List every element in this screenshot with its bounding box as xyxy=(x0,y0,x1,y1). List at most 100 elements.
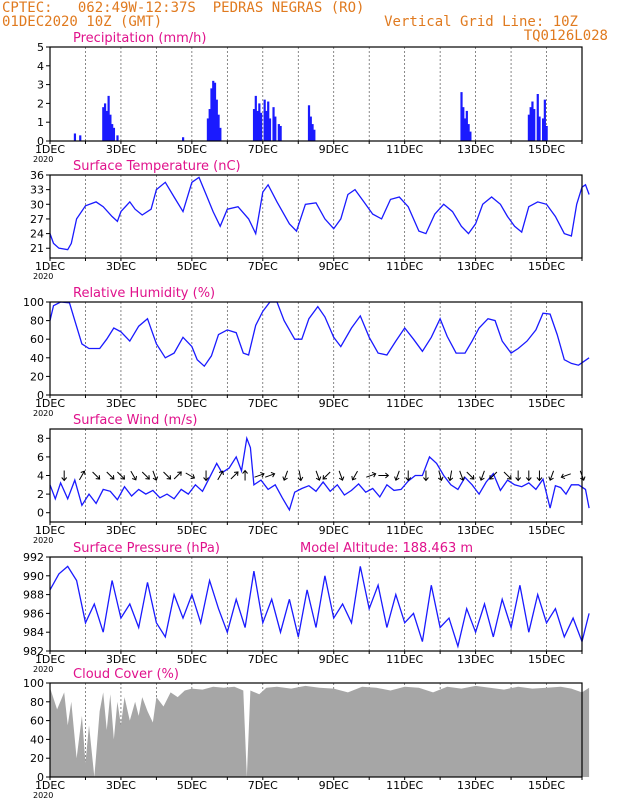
precip-bar xyxy=(277,124,280,141)
wind-direction-arrow xyxy=(315,470,322,481)
precip-bar xyxy=(217,114,220,141)
wind-direction-arrow xyxy=(338,470,345,481)
wind-direction-arrow xyxy=(203,470,209,482)
precip-bar xyxy=(527,114,530,141)
rh-x-tick-label: 13DEC xyxy=(457,397,494,410)
precip-bar xyxy=(252,109,256,141)
rh-y-tick-label: 60 xyxy=(30,333,44,346)
wind-direction-arrow xyxy=(322,471,331,480)
pressure-x-tick-label: 11DEC xyxy=(386,653,423,666)
precip-title: Precipitation (mm/h) xyxy=(73,31,206,46)
temp-y-tick-label: 33 xyxy=(30,184,44,197)
cloud-x-tick-label: 3DEC xyxy=(106,779,136,792)
precip-x-tick-label: 15DEC xyxy=(528,143,565,156)
wind-direction-arrow xyxy=(479,470,485,481)
wind-direction-arrow xyxy=(265,471,276,478)
rh-y-tick-label: 20 xyxy=(30,370,44,383)
rh-x-tick-label: 1DEC xyxy=(35,397,65,410)
pressure-line xyxy=(49,565,590,649)
wind-direction-arrow xyxy=(242,469,248,481)
pressure-title: Surface Pressure (hPa) xyxy=(73,541,220,556)
wind-direction-arrow xyxy=(466,471,475,480)
wind-direction-arrow xyxy=(351,470,358,481)
rh-y-tick-label: 100 xyxy=(23,296,44,309)
wind-direction-arrow xyxy=(366,471,377,478)
pressure-x-tick-label: 1DEC xyxy=(35,653,65,666)
wind-direction-arrow xyxy=(459,470,465,481)
wind-x-tick-label: 5DEC xyxy=(177,524,207,537)
wind-direction-arrow xyxy=(117,471,126,480)
precip-bar xyxy=(256,110,259,141)
temp-x-tick-label: 13DEC xyxy=(457,260,494,273)
temp-frame xyxy=(49,174,583,259)
precip-x-tick-label: 9DEC xyxy=(319,143,349,156)
wind-x-tick-label: 9DEC xyxy=(319,524,349,537)
temp-x-tick-label: 15DEC xyxy=(528,260,565,273)
pressure-y-tick-label: 986 xyxy=(23,607,44,620)
precip-bar xyxy=(112,127,116,141)
cloud-title: Cloud Cover (%) xyxy=(73,667,179,682)
precip-bar xyxy=(311,124,314,141)
precip-y-tick-label: 5 xyxy=(37,41,44,54)
temp-x-tick-label: 11DEC xyxy=(386,260,423,273)
pressure-x-tick-label: 3DEC xyxy=(106,653,136,666)
precip-bar xyxy=(307,105,311,141)
wind-panel: 0 2 4 6 8 1DEC 3DEC 5DEC 7DEC 9DEC 11DEC 13DEC 15DEC… xyxy=(33,413,590,545)
precip-bar xyxy=(79,135,82,141)
precip-bar xyxy=(213,82,217,141)
wind-direction-arrow xyxy=(230,471,239,480)
precip-bar xyxy=(279,125,282,141)
wind-direction-arrow xyxy=(163,471,172,480)
cloud-panel: 0 20 40 60 80 100 1DEC 3DEC 5DEC 7DEC 9DEC 11DEC 13D… xyxy=(23,667,590,800)
precip-bar xyxy=(274,116,277,141)
precip-frame xyxy=(49,46,583,142)
rh-y-tick-label: 80 xyxy=(30,315,44,328)
wind-direction-arrow xyxy=(548,470,555,481)
wind-direction-arrow xyxy=(560,473,571,480)
pressure-y-tick-label: 990 xyxy=(23,570,44,583)
pressure-x-tick-label: 5DEC xyxy=(177,653,207,666)
precip-bar xyxy=(462,107,465,141)
precip-x-tick-label: 11DEC xyxy=(386,143,423,156)
precip-bar xyxy=(469,131,472,141)
cloud-x-tick-label: 13DEC xyxy=(457,779,494,792)
precip-y-tick-label: 0 xyxy=(37,135,44,148)
temp-y-tick-label: 24 xyxy=(30,228,44,241)
rh-x-tick-label: 11DEC xyxy=(386,397,423,410)
rh-x-tick-label: 7DEC xyxy=(248,397,278,410)
precip-bar xyxy=(73,133,77,141)
wind-direction-arrow xyxy=(130,470,138,481)
wind-line xyxy=(49,435,590,512)
rh-x-tick-label: 5DEC xyxy=(177,397,207,410)
wind-y-tick-label: 8 xyxy=(37,432,44,445)
pressure-x-tick-label: 13DEC xyxy=(457,653,494,666)
precip-bar xyxy=(536,94,539,141)
temp-y-tick-label: 27 xyxy=(30,213,44,226)
rh-x-tick-label: 15DEC xyxy=(528,397,565,410)
temp-line xyxy=(49,176,590,251)
precip-bar xyxy=(313,129,316,141)
precip-bar xyxy=(267,101,270,141)
wind-y-tick-label: 4 xyxy=(37,470,44,483)
wind-direction-arrow xyxy=(141,471,150,480)
wind-direction-arrow xyxy=(378,472,390,479)
precip-bar xyxy=(210,88,213,141)
rh-y-tick-label: 0 xyxy=(37,389,44,402)
wind-direction-arrow xyxy=(152,470,159,481)
precip-bar xyxy=(182,137,185,141)
temp-y-tick-label: 30 xyxy=(30,198,44,211)
wind-y-tick-label: 0 xyxy=(37,507,44,520)
pressure-x-tick-label: 7DEC xyxy=(248,653,278,666)
precip-x-tick-label: 1DEC xyxy=(35,143,65,156)
wind-year-label: 2020 xyxy=(33,536,53,545)
temp-x-tick-label: 3DEC xyxy=(106,260,136,273)
pressure-x-tick-label: 15DEC xyxy=(528,653,565,666)
precip-x-tick-label: 7DEC xyxy=(248,143,278,156)
pressure-panel: 982 984 986 988 990 992 1DEC 3DEC 5DEC 7DEC 9DEC 11… xyxy=(23,541,590,674)
pressure-annotation: Model Altitude: 188.463 m xyxy=(300,541,473,556)
wind-direction-arrow xyxy=(282,470,289,481)
precip-bar xyxy=(272,107,275,141)
precip-y-tick-label: 3 xyxy=(37,79,44,92)
